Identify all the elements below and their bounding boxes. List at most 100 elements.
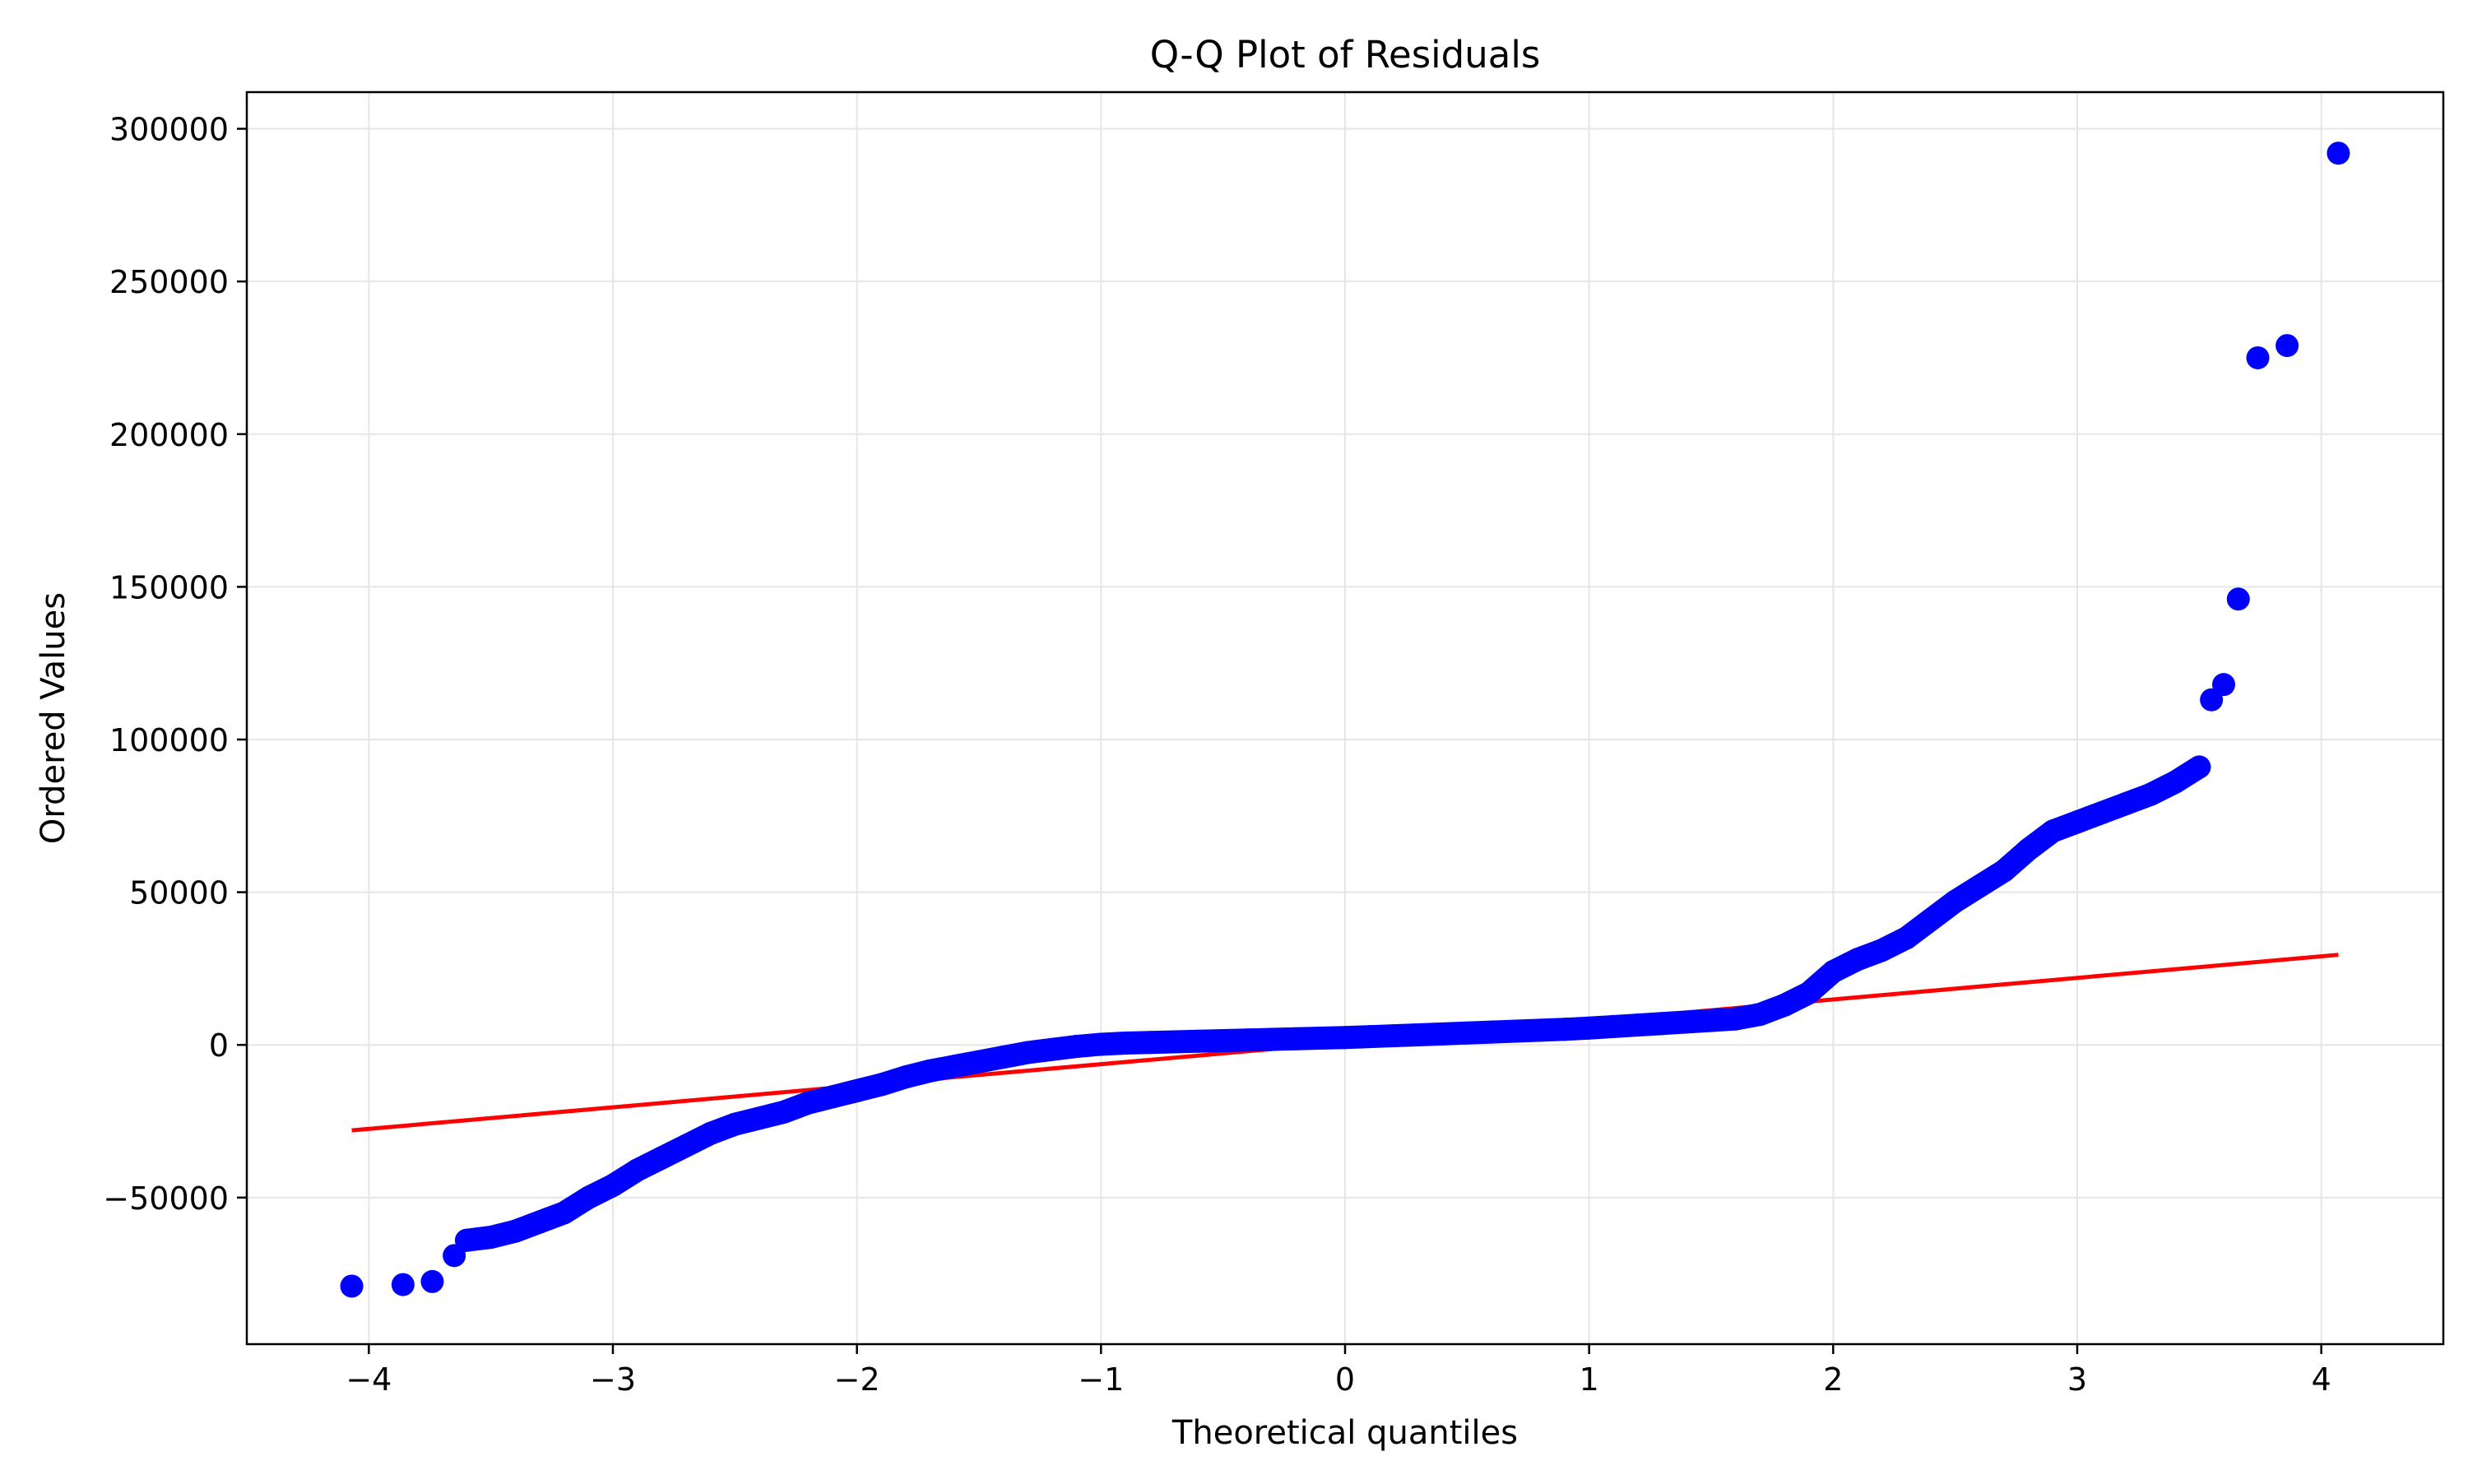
data-point <box>1529 1018 1552 1042</box>
data-point <box>918 1059 942 1083</box>
data-point <box>2275 334 2299 358</box>
data-point <box>1138 1031 1162 1055</box>
x-tick-label: −4 <box>346 1361 392 1398</box>
data-point <box>1016 1041 1040 1064</box>
data-point <box>1260 1027 1283 1051</box>
data-point <box>601 1173 624 1197</box>
data-point <box>1407 1023 1430 1046</box>
data-point <box>2066 810 2089 834</box>
data-point <box>2327 141 2350 165</box>
data-point <box>1992 859 2016 883</box>
y-tick-label: 50000 <box>129 875 229 911</box>
data-point <box>1943 889 1967 913</box>
x-tick-label: 3 <box>2067 1361 2087 1398</box>
x-tick-label: 4 <box>2312 1361 2331 1398</box>
x-tick-label: −1 <box>1078 1361 1124 1398</box>
chart-title: Q-Q Plot of Residuals <box>1150 33 1541 77</box>
data-point <box>1211 1029 1235 1053</box>
data-point <box>698 1121 722 1145</box>
data-point <box>1821 960 1845 984</box>
y-tick-label: 300000 <box>109 112 229 148</box>
data-point <box>1334 1026 1357 1050</box>
data-point <box>675 1134 698 1157</box>
data-point <box>503 1219 527 1243</box>
data-point <box>1357 1025 1381 1049</box>
data-point <box>2016 837 2040 861</box>
data-point <box>479 1226 503 1250</box>
data-point <box>796 1091 820 1115</box>
x-tick-label: 2 <box>1823 1361 1843 1398</box>
data-point <box>1626 1013 1649 1037</box>
data-point <box>870 1073 893 1097</box>
data-point <box>1431 1022 1454 1046</box>
data-point <box>894 1065 917 1089</box>
data-point <box>1309 1027 1333 1050</box>
data-point <box>1602 1014 1626 1038</box>
data-point <box>2114 791 2138 815</box>
x-tick-label: 1 <box>1580 1361 1599 1398</box>
x-tick-label: 0 <box>1335 1361 1355 1398</box>
ticks-layer: −4 −3 −2 −1 0 1 2 3 4 −50000 0 50000 100000 150000 200… <box>103 112 2331 1398</box>
data-point <box>991 1046 1015 1069</box>
data-point <box>821 1085 844 1109</box>
data-point <box>1504 1019 1528 1043</box>
data-point <box>552 1201 576 1225</box>
data-point <box>528 1210 551 1234</box>
data-point <box>2139 782 2162 806</box>
data-point <box>2212 673 2235 697</box>
data-point <box>340 1274 364 1298</box>
data-point <box>420 1269 444 1293</box>
x-tick-label: −2 <box>834 1361 880 1398</box>
data-point <box>2246 345 2270 369</box>
data-point <box>1773 993 1796 1017</box>
data-point <box>748 1106 771 1130</box>
data-point <box>1748 1003 1772 1027</box>
y-tick-label: 100000 <box>109 722 229 758</box>
data-point <box>772 1100 796 1124</box>
data-point <box>1382 1024 1406 1048</box>
data-point <box>1675 1010 1699 1034</box>
grid-layer <box>247 92 2443 1344</box>
data-point <box>1455 1021 1479 1045</box>
y-tick-label: −50000 <box>103 1180 229 1217</box>
data-point <box>1162 1030 1186 1054</box>
y-tick-label: 0 <box>209 1027 229 1064</box>
y-tick-label: 250000 <box>109 264 229 300</box>
data-point <box>2090 801 2113 825</box>
data-point <box>1114 1031 1137 1055</box>
data-point <box>391 1273 415 1296</box>
data-point <box>1089 1032 1113 1056</box>
data-point <box>1723 1007 1747 1031</box>
data-point <box>2041 819 2065 843</box>
data-point <box>1577 1016 1601 1040</box>
x-axis-label: Theoretical quantiles <box>1171 1414 1518 1452</box>
data-point <box>967 1050 990 1074</box>
y-axis-label: Ordered Values <box>35 592 72 844</box>
data-point <box>455 1228 478 1252</box>
data-point <box>1236 1028 1260 1052</box>
data-point <box>1041 1037 1064 1061</box>
points-layer <box>340 141 2350 1298</box>
data-point <box>1480 1020 1503 1044</box>
y-tick-label: 150000 <box>109 569 229 605</box>
data-point <box>723 1112 747 1136</box>
data-point <box>1065 1035 1088 1059</box>
data-point <box>1700 1009 1723 1032</box>
data-point <box>1846 948 1869 972</box>
data-point <box>1919 908 1942 932</box>
data-point <box>1870 939 1894 962</box>
data-point <box>1187 1029 1210 1053</box>
y-tick-label: 200000 <box>109 417 229 453</box>
data-point <box>1284 1027 1308 1050</box>
data-point <box>2163 770 2187 794</box>
data-point <box>1797 981 1821 1005</box>
data-point <box>650 1146 674 1170</box>
data-point <box>1968 874 1992 898</box>
data-point <box>1553 1018 1576 1041</box>
data-point <box>625 1158 649 1182</box>
data-point <box>845 1078 869 1102</box>
data-point <box>1895 926 1918 950</box>
